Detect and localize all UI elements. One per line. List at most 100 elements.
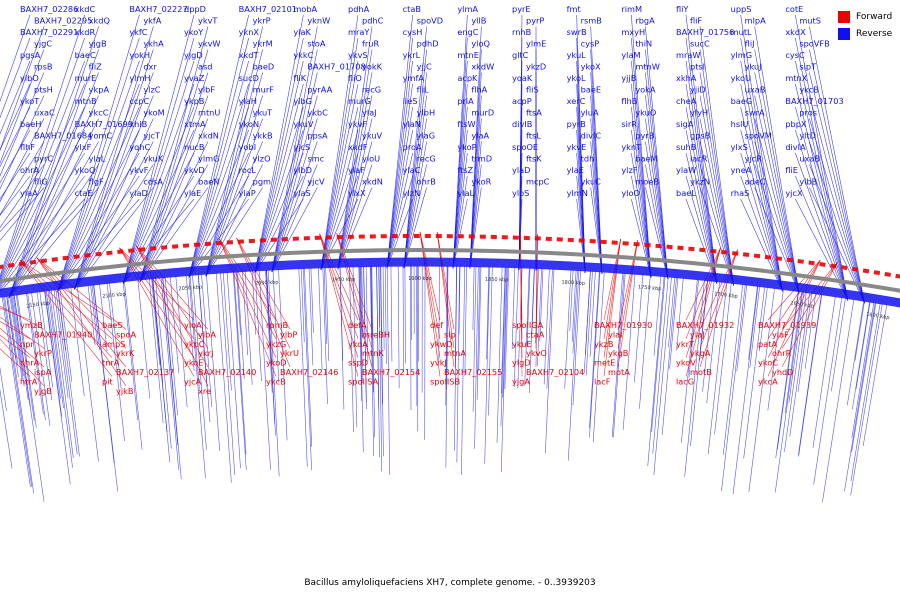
reverse-gene-label: ftsL	[526, 131, 541, 141]
reverse-gene-label: ykkC	[293, 50, 313, 60]
reverse-feature-tick	[380, 266, 384, 457]
forward-gene-label: BAXH7_02155	[444, 367, 502, 377]
reverse-feature-tick	[474, 266, 479, 449]
reverse-gene-label: yknW	[307, 16, 330, 26]
reverse-feature-tick	[57, 289, 66, 351]
reverse-feature-tick	[564, 270, 572, 389]
reverse-gene-label: mxyH	[621, 27, 645, 37]
reverse-gene-label: fliJ	[745, 39, 755, 49]
reverse-gene-label: ykvW	[198, 39, 221, 49]
reverse-gene-label: ylmA	[457, 4, 478, 14]
reverse-feature-tick	[233, 272, 247, 455]
forward-gene-label: BAXH7_02137	[116, 367, 174, 377]
reverse-feature-tick	[502, 267, 508, 398]
reverse-gene-label: recG	[417, 154, 436, 164]
reverse-connector	[254, 106, 304, 273]
reverse-feature-tick	[162, 277, 179, 446]
reverse-gene-label: baeN	[198, 177, 219, 187]
reverse-feature-tick	[152, 278, 164, 383]
reverse-connector	[57, 152, 140, 292]
reverse-gene-label: murG	[348, 96, 371, 106]
reverse-gene-label: ykoP	[457, 142, 476, 152]
reverse-feature-tick	[476, 266, 481, 400]
reverse-connector	[645, 49, 669, 279]
reverse-gene-label: swrA	[745, 108, 765, 118]
reverse-connector	[740, 14, 783, 292]
forward-gene-label: htrA	[20, 376, 38, 386]
forward-gene-label: def	[430, 320, 444, 330]
reverse-feature-tick	[254, 270, 262, 381]
reverse-feature-tick	[458, 266, 461, 335]
reverse-gene-label: ptsH	[34, 85, 53, 95]
reverse-feature-tick	[31, 292, 51, 426]
reverse-feature-tick	[748, 288, 775, 492]
reverse-feature-tick	[11, 295, 24, 376]
reverse-connector	[139, 187, 209, 283]
forward-gene-label: ykuE	[512, 339, 532, 349]
reverse-feature-tick	[7, 296, 19, 366]
reverse-connector	[403, 95, 427, 269]
reverse-gene-label: BAXH7_01756	[676, 27, 734, 37]
reverse-connector	[0, 60, 85, 281]
forward-gene-label: slp	[444, 329, 456, 339]
reverse-feature-tick	[500, 267, 506, 394]
reverse-feature-tick	[152, 278, 168, 433]
forward-connector	[36, 257, 127, 386]
reverse-feature-tick	[511, 267, 516, 350]
reverse-connector	[0, 60, 31, 135]
reverse-gene-label: fliY	[676, 4, 689, 14]
forward-gene-label: mreBH	[362, 329, 390, 339]
reverse-connector	[0, 129, 31, 184]
forward-gene-label: spoA	[116, 329, 136, 339]
reverse-gene-label: pbpX	[785, 119, 807, 129]
kbp-tick-label: 1600 kbp	[866, 312, 890, 322]
forward-gene-label: BAXH7_01940	[34, 329, 92, 339]
reverse-gene-label: ykfC	[129, 27, 147, 37]
reverse-gene-label: divIB	[512, 119, 533, 129]
reverse-feature-tick	[684, 280, 705, 477]
reverse-feature-tick	[137, 280, 151, 399]
reverse-connector	[74, 26, 154, 290]
reverse-connector	[469, 118, 482, 269]
reverse-connector	[74, 118, 154, 290]
reverse-connector	[685, 60, 718, 284]
reverse-gene-label: gltC	[512, 50, 529, 60]
reverse-feature-tick	[851, 302, 875, 439]
forward-connector	[0, 327, 45, 368]
reverse-connector	[8, 141, 99, 299]
reverse-feature-tick	[304, 268, 313, 447]
reverse-gene-label: ftsA	[526, 108, 542, 118]
reverse-feature-tick	[402, 266, 404, 373]
reverse-connector	[0, 14, 85, 278]
forward-gene-label: yjgA	[512, 376, 530, 386]
reverse-gene-label: ctaB	[403, 4, 422, 14]
reverse-connector	[205, 95, 263, 277]
forward-gene-label: lacG	[676, 376, 694, 386]
reverse-feature-tick	[188, 275, 206, 479]
reverse-feature-tick	[702, 281, 715, 392]
reverse-gene-label: trmD	[471, 154, 492, 164]
reverse-gene-label: ykoN	[239, 119, 259, 129]
reverse-connector	[205, 26, 263, 277]
reverse-gene-label: adeC	[745, 177, 766, 187]
reverse-gene-label: ykoT	[20, 96, 40, 106]
forward-gene-label: yloA	[184, 320, 202, 330]
reverse-gene-label: BAXH7_01703	[785, 96, 843, 106]
reverse-connector	[809, 141, 865, 304]
reverse-connector	[386, 129, 413, 269]
forward-gene-label: ykcA	[758, 376, 778, 386]
reverse-gene-label: stoA	[307, 39, 325, 49]
reverse-feature-tick	[76, 286, 99, 462]
reverse-feature-tick	[585, 271, 593, 376]
reverse-gene-label: ftsW	[457, 119, 475, 129]
reverse-feature-tick	[222, 272, 232, 391]
reverse-gene-label: ylaE	[184, 188, 201, 198]
kbp-tick-label: 1850 kbp	[485, 277, 509, 284]
reverse-connector	[139, 95, 209, 282]
reverse-gene-label: ykzN	[690, 177, 710, 187]
reverse-connector	[8, 72, 99, 299]
reverse-gene-label: murE	[75, 73, 97, 83]
reverse-feature-tick	[688, 279, 699, 378]
